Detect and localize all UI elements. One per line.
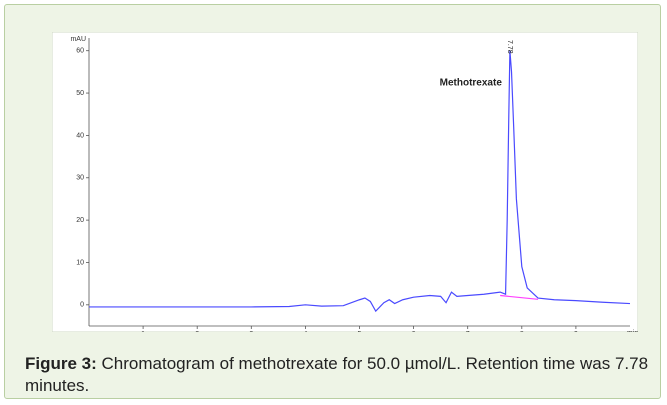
figure-frame: mAU min 0 10 20 30 40 50 60 1 2 3 4 5 6 7 8 9 Methotrexa…	[4, 4, 661, 399]
y-tick-label: 30	[76, 175, 84, 182]
peak-annotation: Methotrexate	[440, 77, 503, 88]
y-axis-label: mAU	[70, 36, 86, 43]
chart-background	[52, 32, 638, 332]
line-series	[500, 294, 539, 300]
y-tick-label: 20	[76, 217, 84, 224]
y-tick-label: 60	[76, 48, 84, 55]
y-tick-label: 50	[76, 90, 84, 97]
x-tick-label: 7	[466, 331, 470, 332]
y-tick-label: 10	[76, 259, 84, 266]
caption-text: Chromatogram of methotrexate for 50.0 µm…	[25, 354, 649, 395]
y-tick-label: 0	[80, 302, 84, 309]
x-axis-label: min	[627, 330, 638, 332]
x-tick-label: 6	[412, 331, 416, 332]
y-tick-label: 40	[76, 132, 84, 139]
x-tick-label: 4	[303, 331, 307, 332]
caption: Figure 3: Chromatogram of methotrexate f…	[25, 353, 655, 397]
x-tick-label: 5	[358, 331, 362, 332]
x-tick-label: 3	[249, 331, 253, 332]
x-tick-label: 2	[195, 331, 199, 332]
x-tick-label: 9	[574, 331, 578, 332]
x-tick-label: 8	[520, 331, 524, 332]
peak-label: 7.78	[506, 40, 513, 54]
caption-label: Figure 3:	[25, 354, 97, 373]
chart: mAU min 0 10 20 30 40 50 60 1 2 3 4 5 6 7 8 9 Methotrexa…	[52, 32, 638, 332]
line-series	[89, 50, 631, 313]
x-tick-label: 1	[141, 331, 145, 332]
